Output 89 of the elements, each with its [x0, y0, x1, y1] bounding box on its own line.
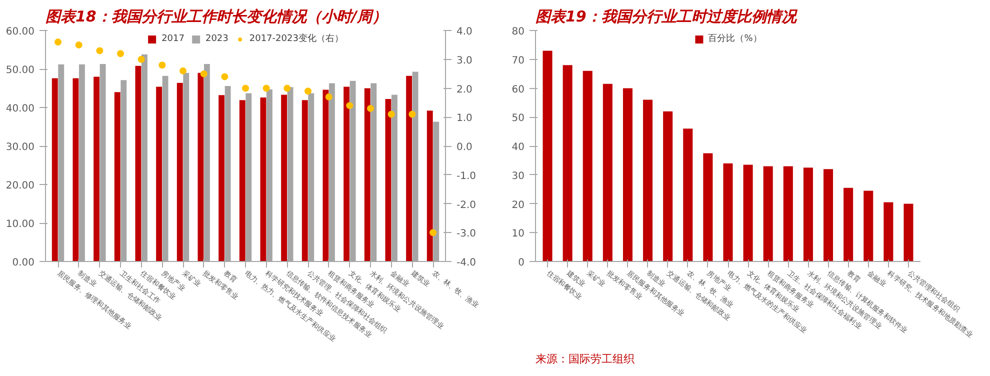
y-tick-label: 50 — [512, 113, 525, 124]
y-tick-label: 40 — [512, 142, 525, 153]
bar — [824, 169, 834, 262]
y-tick-label: 70 — [512, 55, 525, 66]
y2-tick-label: -1.0 — [456, 170, 476, 182]
legend-label: 2017-2023变化（右） — [249, 32, 344, 45]
point — [54, 38, 62, 46]
bar — [344, 86, 350, 262]
source-note: 来源：国际劳工组织 — [536, 352, 634, 366]
bar — [198, 72, 204, 262]
bar — [176, 82, 183, 262]
y-tick-label: 30 — [512, 170, 525, 182]
bar — [763, 166, 773, 262]
y-tick-label: 10 — [512, 228, 525, 240]
bar — [622, 88, 632, 262]
bar — [562, 65, 572, 262]
bar — [743, 164, 753, 262]
bar — [602, 84, 612, 262]
legend-label: 2023 — [205, 34, 228, 44]
point — [367, 104, 374, 112]
point — [388, 110, 395, 118]
y2-tick-label: 0.0 — [456, 142, 472, 153]
y2-tick-label: -3.0 — [456, 228, 476, 240]
y2-tick-label: 4.0 — [456, 26, 472, 38]
y-tick-label: 10.00 — [6, 219, 35, 230]
y-tick-label: 30.00 — [6, 142, 35, 153]
bar — [364, 88, 370, 262]
bar — [884, 202, 894, 262]
point — [221, 73, 228, 80]
bar — [904, 204, 914, 262]
y2-tick-label: 3.0 — [456, 55, 472, 66]
point — [75, 41, 82, 48]
y2-tick-label: 1.0 — [456, 113, 472, 124]
bar — [426, 110, 433, 262]
chart-title: 图表19：我国分行业工时过度比例情况 — [536, 8, 798, 26]
point — [408, 110, 416, 118]
point — [117, 50, 124, 58]
bar — [783, 166, 793, 262]
bar — [302, 100, 308, 262]
y2-tick-label: -2.0 — [456, 200, 476, 211]
point — [180, 67, 186, 74]
bar — [94, 76, 100, 262]
point — [304, 88, 312, 95]
bar — [723, 163, 733, 262]
legend-label: 2017 — [162, 34, 184, 44]
bar — [218, 95, 225, 262]
point — [96, 47, 104, 54]
bar — [542, 50, 552, 262]
y-tick-label: 0 — [518, 258, 525, 268]
bar — [281, 94, 288, 262]
bar — [239, 100, 246, 262]
bar — [322, 90, 329, 262]
bar — [406, 76, 412, 262]
point — [242, 84, 249, 92]
y-tick-label: 20.00 — [6, 180, 35, 192]
point — [284, 84, 291, 92]
y-tick-label: 60 — [512, 84, 525, 96]
y-tick-label: 50.00 — [6, 65, 35, 76]
y-tick-label: 60.00 — [6, 26, 35, 38]
bar — [52, 78, 58, 262]
bar — [663, 111, 673, 262]
chart-title: 图表18：我国分行业工作时长变化情况（小时/周） — [46, 8, 387, 26]
y2-tick-label: -4.0 — [456, 258, 476, 268]
legend-label: 百分比（%） — [708, 32, 762, 45]
y-tick-label: 0.00 — [12, 258, 34, 268]
bar — [135, 66, 142, 262]
bar — [803, 168, 813, 262]
bar — [260, 97, 266, 262]
point — [430, 229, 436, 236]
bar — [844, 188, 854, 262]
y2-tick-label: 2.0 — [456, 84, 472, 96]
point — [138, 56, 145, 63]
point — [325, 93, 332, 100]
bar — [156, 86, 162, 262]
bar — [683, 128, 693, 262]
point — [158, 62, 166, 69]
point — [346, 102, 354, 110]
y-tick-label: 80 — [512, 26, 525, 38]
bar — [864, 190, 874, 262]
point — [200, 70, 208, 78]
y-tick-label: 40.00 — [6, 104, 35, 114]
bar — [114, 92, 120, 262]
y-tick-label: 20 — [512, 200, 525, 211]
bar — [385, 99, 392, 262]
point — [262, 84, 270, 92]
bar — [703, 153, 713, 262]
bar — [72, 78, 79, 262]
bar — [582, 70, 592, 262]
bar — [643, 100, 653, 262]
